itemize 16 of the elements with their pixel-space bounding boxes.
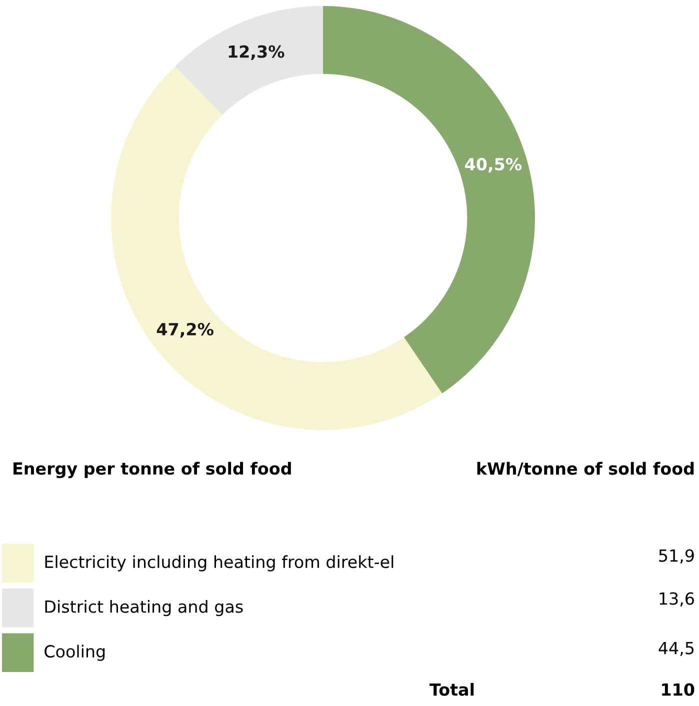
donut-slice <box>111 66 442 430</box>
legend-label: District heating and gas <box>45 600 243 616</box>
data-label: 47,2% <box>156 322 214 338</box>
data-label: 40,5% <box>465 158 522 173</box>
text: kWh/tonne of sold food <box>477 462 694 476</box>
text: 110 <box>662 683 694 696</box>
donut-slice <box>174 6 323 115</box>
donut-slice <box>323 6 535 394</box>
text: 44,5 <box>658 642 694 656</box>
data-label: 12,3% <box>228 45 284 60</box>
text: 51,9 <box>659 549 694 564</box>
legend-label: Electricity including heating from direkt-el <box>45 555 394 572</box>
legend-label: Cooling <box>44 644 105 661</box>
text: Energy per tonne of sold food <box>14 462 291 478</box>
text: 13,6 <box>660 592 694 607</box>
text: Total <box>430 682 474 696</box>
